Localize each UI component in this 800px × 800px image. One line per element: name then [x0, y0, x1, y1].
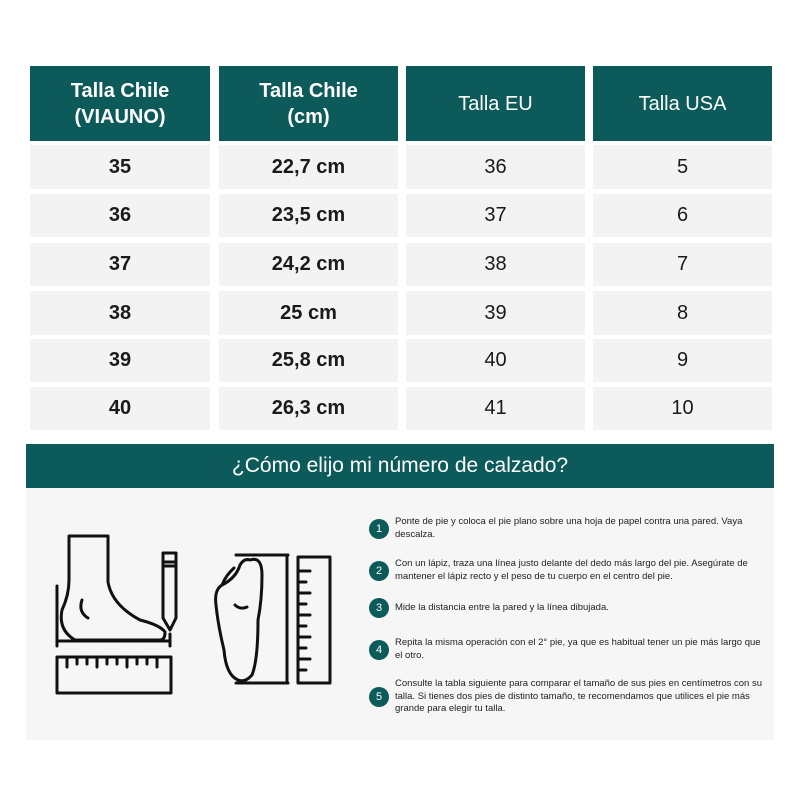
step-number-badge: 2: [369, 560, 389, 581]
table-cell: 22,7 cm: [219, 145, 398, 189]
step-number-badge: 5: [369, 686, 389, 707]
column-header: Talla Chile (cm): [219, 66, 398, 141]
guide-title: ¿Cómo elijo mi número de calzado?: [26, 444, 774, 488]
table-cell: 7: [593, 243, 772, 286]
guide-step: 5 Consulte la tabla siguiente para compar…: [369, 678, 769, 716]
table-cell: 35: [30, 145, 210, 189]
step-number-badge: 1: [369, 518, 389, 539]
table-cell: 25 cm: [219, 291, 398, 335]
column-header: Talla Chile (VIAUNO): [30, 66, 210, 141]
table-cell: 25,8 cm: [219, 339, 398, 382]
ruler-icon: [55, 655, 173, 695]
table-cell: 8: [593, 291, 772, 335]
table-cell: 5: [593, 145, 772, 189]
table-cell: 23,5 cm: [219, 194, 398, 237]
table-cell: 36: [30, 194, 210, 237]
table-cell: 9: [593, 339, 772, 382]
table-cell: 41: [406, 387, 585, 430]
table-cell: 37: [406, 194, 585, 237]
table-cell: 38: [406, 243, 585, 286]
table-cell: 40: [30, 387, 210, 430]
table-cell: 37: [30, 243, 210, 286]
table-cell: 39: [30, 339, 210, 382]
table-cell: 39: [406, 291, 585, 335]
table-cell: 24,2 cm: [219, 243, 398, 286]
table-cell: 38: [30, 291, 210, 335]
guide-step: 2 Con un lápiz, traza una línea justo del…: [369, 558, 769, 583]
step-text: Mide la distancia entre la pared y la lí…: [395, 601, 609, 613]
column-header: Talla USA: [593, 66, 772, 141]
foot-side-measure-icon: [55, 534, 172, 648]
step-number-badge: 3: [369, 598, 389, 618]
step-text: Repita la misma operación con el 2° pie,…: [395, 637, 761, 661]
guide-step: 3 Mide la distancia entre la pared y la l…: [369, 598, 769, 618]
guide-step: 4 Repita la misma operación con el 2° pie…: [369, 637, 769, 662]
column-header: Talla EU: [406, 66, 585, 141]
table-cell: 40: [406, 339, 585, 382]
step-text: Consulte la tabla siguiente para compara…: [395, 678, 763, 714]
guide-step: 1 Ponte de pie y coloca el pie plano sobr…: [369, 516, 769, 541]
step-text: Ponte de pie y coloca el pie plano sobre…: [395, 516, 743, 540]
step-number-badge: 4: [369, 639, 389, 660]
table-cell: 6: [593, 194, 772, 237]
step-text: Con un lápiz, traza una línea justo dela…: [395, 558, 748, 582]
guide-panel: [26, 488, 774, 740]
table-cell: 10: [593, 387, 772, 430]
table-cell: 36: [406, 145, 585, 189]
pencil-icon: [161, 551, 178, 632]
foot-sole-icon: [214, 553, 332, 685]
table-cell: 26,3 cm: [219, 387, 398, 430]
